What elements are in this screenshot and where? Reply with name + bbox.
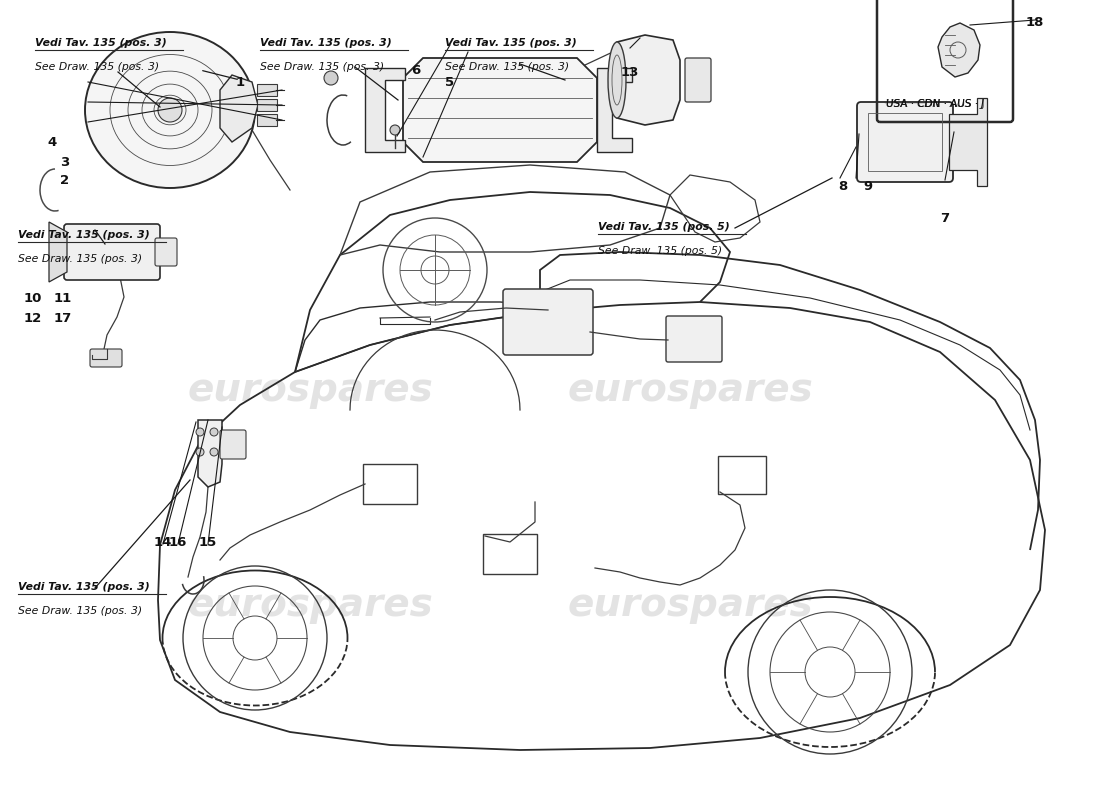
FancyBboxPatch shape <box>685 58 711 102</box>
Polygon shape <box>365 68 405 152</box>
Circle shape <box>324 71 338 85</box>
Polygon shape <box>938 23 980 77</box>
Text: 8: 8 <box>838 179 848 193</box>
Text: 6: 6 <box>411 63 420 77</box>
Text: 7: 7 <box>940 211 949 225</box>
Circle shape <box>196 428 204 436</box>
Text: eurospares: eurospares <box>187 586 433 624</box>
Text: Vedi Tav. 135 (pos. 3): Vedi Tav. 135 (pos. 3) <box>446 38 576 48</box>
Circle shape <box>390 125 400 135</box>
Text: Vedi Tav. 135 (pos. 5): Vedi Tav. 135 (pos. 5) <box>598 222 729 232</box>
Ellipse shape <box>85 32 255 188</box>
Text: Vedi Tav. 135 (pos. 3): Vedi Tav. 135 (pos. 3) <box>18 230 150 240</box>
Text: 17: 17 <box>54 311 73 325</box>
Text: USA · CDN · AUS · J: USA · CDN · AUS · J <box>886 99 984 109</box>
Circle shape <box>210 448 218 456</box>
FancyBboxPatch shape <box>503 289 593 355</box>
Text: 3: 3 <box>60 155 69 169</box>
Text: 2: 2 <box>60 174 69 186</box>
FancyBboxPatch shape <box>257 114 277 126</box>
Text: Vedi Tav. 135 (pos. 3): Vedi Tav. 135 (pos. 3) <box>35 38 167 48</box>
FancyBboxPatch shape <box>257 84 277 96</box>
Text: 4: 4 <box>47 137 56 150</box>
Text: 18: 18 <box>1026 15 1044 29</box>
Circle shape <box>158 98 182 122</box>
Text: eurospares: eurospares <box>187 371 433 409</box>
Polygon shape <box>50 222 67 282</box>
FancyBboxPatch shape <box>90 349 122 367</box>
Text: See Draw. 135 (pos. 3): See Draw. 135 (pos. 3) <box>260 62 384 72</box>
Text: 9: 9 <box>864 179 872 193</box>
Text: 5: 5 <box>446 75 454 89</box>
Text: 16: 16 <box>168 535 187 549</box>
FancyBboxPatch shape <box>64 224 160 280</box>
Polygon shape <box>949 98 987 186</box>
Polygon shape <box>597 68 632 152</box>
Text: Vedi Tav. 135 (pos. 3): Vedi Tav. 135 (pos. 3) <box>18 582 150 592</box>
Polygon shape <box>403 58 597 162</box>
Text: 11: 11 <box>54 291 73 305</box>
Text: See Draw. 135 (pos. 5): See Draw. 135 (pos. 5) <box>598 246 722 256</box>
Text: 12: 12 <box>24 311 42 325</box>
Text: 14: 14 <box>154 535 173 549</box>
FancyBboxPatch shape <box>666 316 722 362</box>
Polygon shape <box>617 35 680 125</box>
Circle shape <box>210 428 218 436</box>
Text: See Draw. 135 (pos. 3): See Draw. 135 (pos. 3) <box>18 254 142 264</box>
Ellipse shape <box>608 42 626 118</box>
Text: USA · CDN · AUS · J: USA · CDN · AUS · J <box>886 99 984 109</box>
FancyBboxPatch shape <box>257 99 277 111</box>
Text: eurospares: eurospares <box>568 371 813 409</box>
Circle shape <box>196 448 204 456</box>
FancyBboxPatch shape <box>155 238 177 266</box>
Text: Vedi Tav. 135 (pos. 3): Vedi Tav. 135 (pos. 3) <box>260 38 392 48</box>
Text: 10: 10 <box>24 291 42 305</box>
Text: 1: 1 <box>235 75 244 89</box>
Text: See Draw. 135 (pos. 3): See Draw. 135 (pos. 3) <box>18 606 142 616</box>
Polygon shape <box>220 75 258 142</box>
Text: See Draw. 135 (pos. 3): See Draw. 135 (pos. 3) <box>35 62 160 72</box>
Text: 15: 15 <box>199 535 217 549</box>
FancyBboxPatch shape <box>857 102 953 182</box>
FancyBboxPatch shape <box>220 430 246 459</box>
Text: 13: 13 <box>620 66 639 78</box>
Text: eurospares: eurospares <box>568 586 813 624</box>
Polygon shape <box>198 420 222 487</box>
Text: See Draw. 135 (pos. 3): See Draw. 135 (pos. 3) <box>446 62 569 72</box>
